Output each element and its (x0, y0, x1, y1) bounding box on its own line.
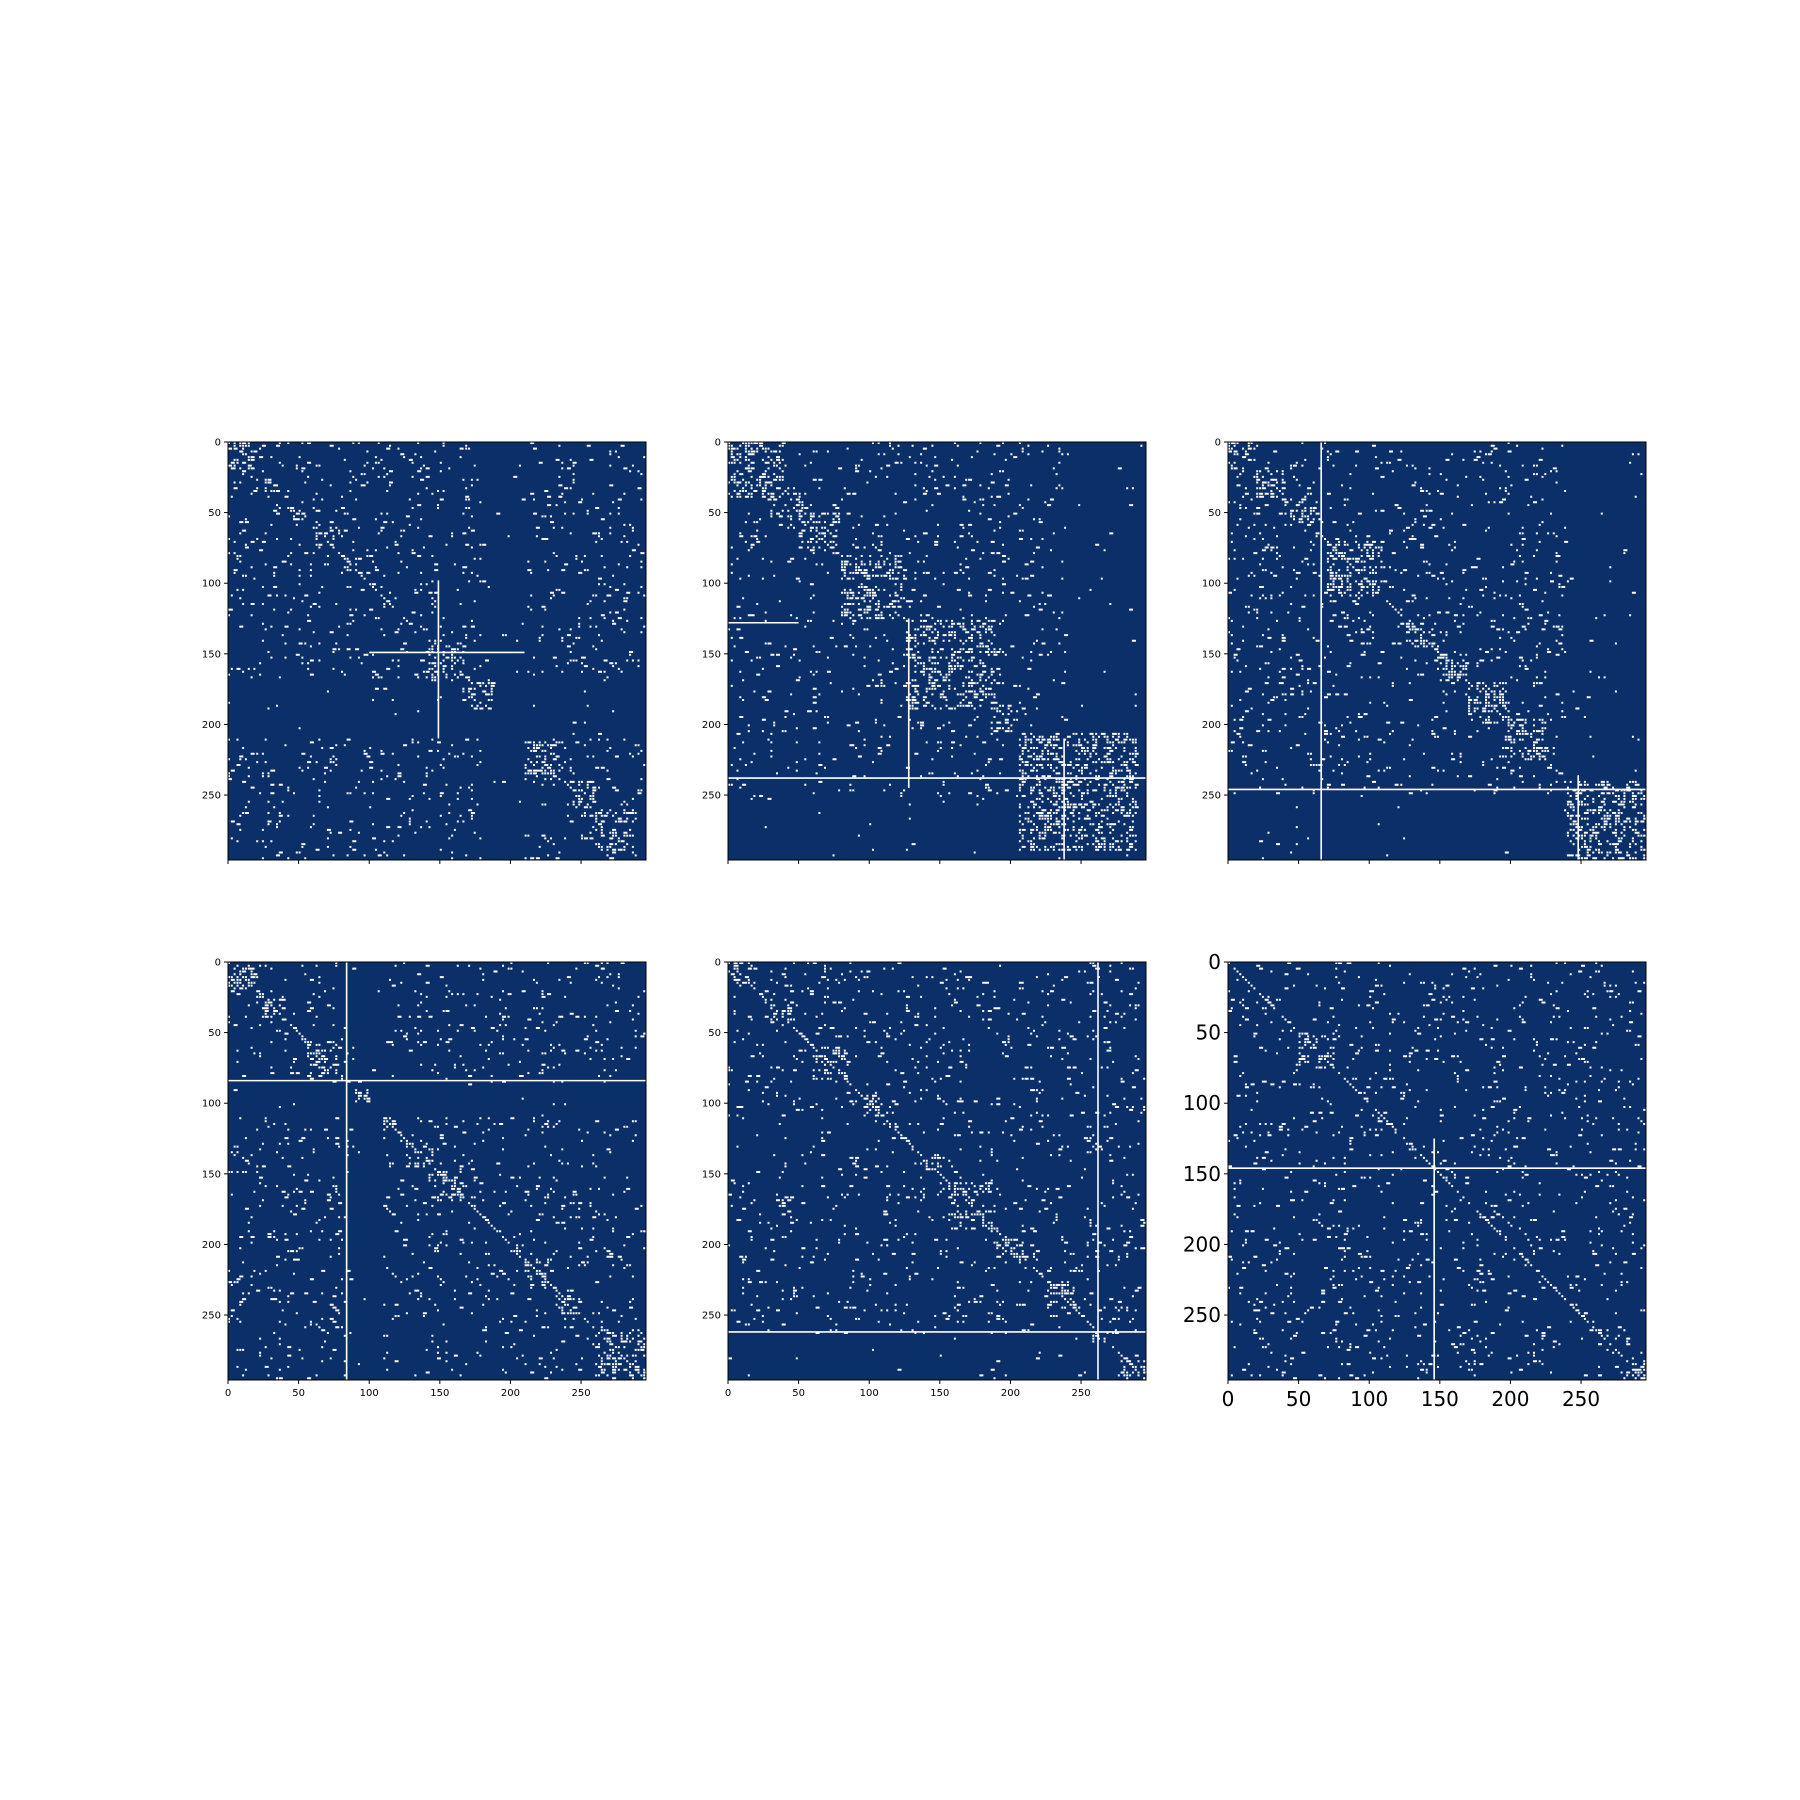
matrix-marks (228, 442, 646, 860)
y-tick-label: 150 (702, 649, 721, 660)
y-tick-label: 100 (202, 579, 221, 590)
heatmap-4: 0 50 100 150 200 250 0 50 100 150 200 250 (202, 958, 648, 1399)
y-tick-label: 50 (1196, 1021, 1221, 1045)
matrix-marks (728, 442, 1146, 860)
y-tick-label: 150 (1183, 1162, 1221, 1186)
y-tick-label: 200 (202, 1240, 221, 1251)
y-tick-label: 200 (202, 720, 221, 731)
y-axis: 0 50 100 150 200 250 (702, 958, 728, 1322)
matrix-marks (1228, 442, 1648, 860)
y-tick-label: 50 (708, 508, 721, 519)
x-tick-label: 0 (225, 1388, 231, 1399)
y-axis: 0 50 100 150 200 250 (1202, 438, 1228, 802)
x-tick-label: 200 (1001, 1388, 1020, 1399)
y-tick-label: 100 (702, 1099, 721, 1110)
y-tick-label: 0 (1215, 438, 1221, 449)
x-axis (227, 860, 582, 864)
x-axis: 0 50 100 150 200 250 (725, 1380, 1091, 1399)
matrix-panel-5: 0 50 100 150 200 250 0 50 100 150 200 250 (640, 940, 1148, 1410)
x-tick-label: 150 (1421, 1387, 1459, 1411)
plot-area (227, 961, 648, 1381)
y-tick-label: 150 (202, 1169, 221, 1180)
y-tick-label: 200 (1202, 720, 1221, 731)
y-axis: 0 50 100 150 200 250 (202, 438, 228, 802)
y-tick-label: 250 (702, 1311, 721, 1322)
x-tick-label: 200 (501, 1388, 520, 1399)
x-tick-label: 0 (1222, 1387, 1235, 1411)
y-tick-label: 250 (202, 1311, 221, 1322)
x-tick-label: 250 (571, 1388, 590, 1399)
heatmap-2: 0 50 100 150 200 250 (702, 438, 1147, 864)
plot-frame (1227, 961, 1647, 1381)
x-tick-label: 250 (1071, 1388, 1090, 1399)
plot-frame (227, 441, 647, 861)
plot-area (727, 441, 1147, 861)
y-tick-label: 50 (208, 508, 221, 519)
matrix-marks (1228, 962, 1648, 1380)
heatmap-5: 0 50 100 150 200 250 0 50 100 150 200 250 (702, 958, 1148, 1399)
heatmap-6: 0 50 100 150 200 250 0 50 100 150 200 250 (1183, 950, 1648, 1411)
x-axis (727, 860, 1082, 864)
matrix-panel-2: 0 50 100 150 200 250 (640, 420, 1147, 890)
y-tick-label: 150 (1202, 649, 1221, 660)
x-tick-label: 250 (1562, 1387, 1600, 1411)
y-axis: 0 50 100 150 200 250 (202, 958, 228, 1322)
matrix-panel-1: 0 50 100 150 200 250 (140, 420, 647, 890)
y-tick-label: 200 (702, 1240, 721, 1251)
plot-frame (727, 441, 1147, 861)
x-tick-label: 100 (860, 1388, 879, 1399)
plot-area (1227, 441, 1648, 861)
x-tick-label: 50 (792, 1388, 805, 1399)
plot-frame (1227, 441, 1647, 861)
x-axis: 0 50 100 150 200 250 (1222, 1380, 1600, 1411)
x-tick-label: 50 (1286, 1387, 1311, 1411)
matrix-panel-6: 0 50 100 150 200 250 0 50 100 150 200 250 (1140, 940, 1648, 1411)
plot-frame (727, 961, 1147, 1381)
y-tick-label: 50 (708, 1028, 721, 1039)
matrix-panel-3: 0 50 100 150 200 250 (1140, 420, 1648, 890)
x-tick-label: 150 (430, 1388, 449, 1399)
plot-area (227, 441, 647, 861)
y-axis: 0 50 100 150 200 250 (702, 438, 728, 802)
y-tick-label: 150 (202, 649, 221, 660)
plot-frame (227, 961, 647, 1381)
y-tick-label: 50 (208, 1028, 221, 1039)
y-tick-label: 50 (1208, 508, 1221, 519)
y-tick-label: 0 (215, 958, 221, 969)
nonzero-entries (228, 962, 648, 1380)
plot-area (727, 961, 1148, 1381)
matrix-panel-4: 0 50 100 150 200 250 0 50 100 150 200 250 (140, 940, 648, 1410)
x-tick-label: 100 (1350, 1387, 1388, 1411)
x-axis: 0 50 100 150 200 250 (225, 1380, 591, 1399)
y-tick-label: 100 (1183, 1091, 1221, 1115)
y-axis: 0 50 100 150 200 250 (1183, 950, 1228, 1327)
heatmap-1: 0 50 100 150 200 250 (202, 438, 647, 864)
y-tick-label: 100 (1202, 579, 1221, 590)
y-tick-label: 0 (715, 958, 721, 969)
matrix-marks (228, 962, 648, 1380)
y-tick-label: 0 (1208, 950, 1221, 974)
x-axis (1227, 860, 1582, 864)
y-tick-label: 200 (1183, 1232, 1221, 1256)
heatmap-3: 0 50 100 150 200 250 (1202, 438, 1648, 864)
x-tick-label: 50 (292, 1388, 305, 1399)
x-tick-label: 150 (930, 1388, 949, 1399)
plot-area (1227, 961, 1648, 1381)
y-tick-label: 250 (202, 791, 221, 802)
y-tick-label: 250 (702, 791, 721, 802)
y-tick-label: 200 (702, 720, 721, 731)
matrix-marks (728, 962, 1148, 1380)
x-tick-label: 200 (1491, 1387, 1529, 1411)
y-tick-label: 0 (215, 438, 221, 449)
y-tick-label: 100 (702, 579, 721, 590)
y-tick-label: 250 (1202, 791, 1221, 802)
x-tick-label: 0 (725, 1388, 731, 1399)
x-tick-label: 100 (360, 1388, 379, 1399)
y-tick-label: 0 (715, 438, 721, 449)
y-tick-label: 100 (202, 1099, 221, 1110)
y-tick-label: 250 (1183, 1303, 1221, 1327)
y-tick-label: 150 (702, 1169, 721, 1180)
